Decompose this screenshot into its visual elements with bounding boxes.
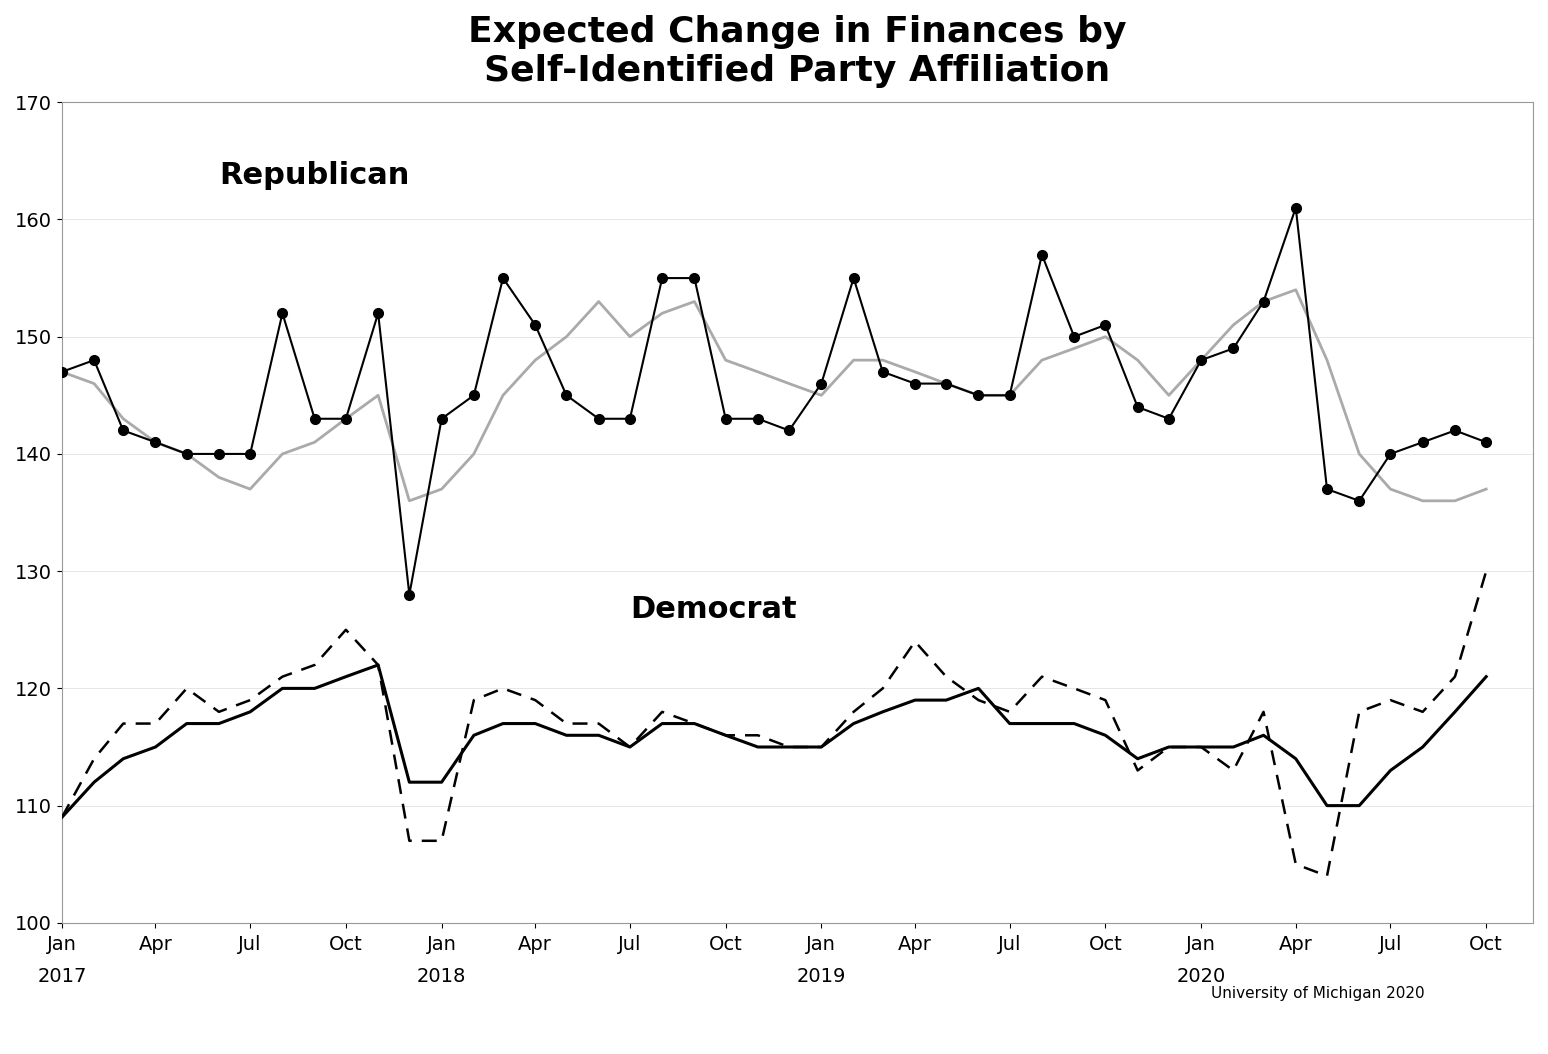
Text: 2020: 2020 [1176,968,1226,987]
Text: Democrat: Democrat [630,596,797,624]
Text: 2019: 2019 [797,968,847,987]
Text: University of Michigan 2020: University of Michigan 2020 [1211,987,1424,1001]
Text: 2017: 2017 [37,968,87,987]
Text: 2018: 2018 [416,968,466,987]
Title: Expected Change in Finances by
Self-Identified Party Affiliation: Expected Change in Finances by Self-Iden… [467,15,1127,89]
Text: Republican: Republican [218,161,409,191]
